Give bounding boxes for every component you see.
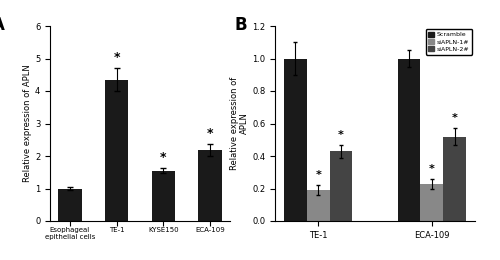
Y-axis label: Relative expression of APLN: Relative expression of APLN (23, 65, 32, 182)
Text: B: B (235, 16, 248, 34)
Text: A: A (0, 16, 6, 34)
Y-axis label: Relative expression of
APLN: Relative expression of APLN (230, 77, 249, 170)
Text: *: * (338, 130, 344, 140)
Bar (284, 58, 307, 221)
Text: *: * (315, 170, 321, 180)
Bar (420, 184, 443, 221)
Text: *: * (429, 164, 435, 174)
Bar (307, 190, 330, 221)
Bar (443, 136, 466, 221)
Text: *: * (114, 51, 120, 64)
Bar (58, 188, 82, 221)
Text: *: * (160, 151, 166, 164)
Bar (330, 151, 352, 221)
Bar (398, 58, 420, 221)
Bar (198, 150, 222, 221)
Legend: Scramble, siAPLN-1#, siAPLN-2#: Scramble, siAPLN-1#, siAPLN-2# (426, 29, 472, 55)
Bar (152, 171, 175, 221)
Text: *: * (452, 114, 458, 124)
Text: *: * (207, 127, 214, 140)
Bar (105, 80, 128, 221)
